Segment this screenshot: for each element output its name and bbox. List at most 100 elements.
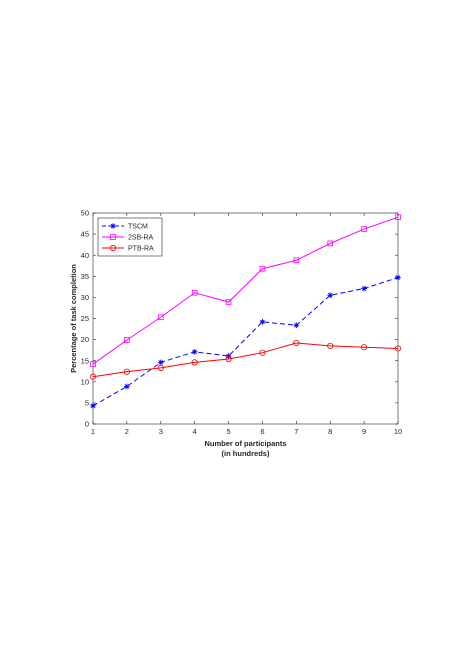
data-point-ptb-ra <box>394 345 402 352</box>
circle-marker-shape <box>225 355 232 363</box>
data-point-tscm <box>327 292 334 299</box>
y-tick-label: 0 <box>85 420 89 429</box>
square-marker-shape <box>225 299 232 305</box>
x-tick-label: 6 <box>260 427 264 436</box>
asterisk-stroke <box>90 403 96 409</box>
data-point-ptb-ra <box>361 344 368 351</box>
y-axis: 0 5 10 15 20 25 30 35 40 45 50 <box>81 209 398 429</box>
square-marker-shape <box>191 289 198 296</box>
data-point-tscm <box>157 359 164 366</box>
data-point-2sb-ra <box>157 314 164 321</box>
legend-label: PTB-RA <box>128 246 154 253</box>
asterisk-stroke <box>158 360 164 365</box>
y-tick-label: 10 <box>81 377 89 386</box>
circle-marker-shape <box>259 349 266 356</box>
asterisk-stroke <box>110 223 116 229</box>
y-tick-label: 30 <box>81 293 89 302</box>
data-point-ptb-ra <box>327 342 334 350</box>
asterisk-stroke <box>327 292 333 298</box>
data-point-ptb-ra <box>191 359 198 366</box>
x-tick-label: 9 <box>362 427 366 436</box>
legend-marker <box>110 223 116 229</box>
asterisk-stroke <box>260 319 265 325</box>
data-point-tscm <box>124 383 130 390</box>
x-tick-label: 4 <box>193 427 197 436</box>
data-point-tscm <box>90 403 96 409</box>
square-marker-shape <box>395 214 401 221</box>
x-axis-subtitle: (in hundreds) <box>222 449 270 458</box>
data-point-ptb-ra <box>259 349 266 356</box>
circle-marker-shape <box>327 342 334 350</box>
data-point-tscm <box>361 285 367 292</box>
y-tick-label: 5 <box>85 399 89 408</box>
y-tick-label: 25 <box>81 314 89 323</box>
legend: TSCM 2SB-RA PTB-RA <box>97 217 163 257</box>
asterisk-stroke <box>124 384 130 389</box>
data-point-tscm <box>395 274 401 281</box>
data-point-ptb-ra <box>123 368 130 375</box>
data-point-ptb-ra <box>157 364 164 371</box>
legend-marker <box>109 244 117 252</box>
series-ptb-ra <box>89 339 402 380</box>
series-layer <box>89 214 402 409</box>
asterisk-stroke <box>192 349 197 355</box>
square-marker-shape <box>110 234 116 240</box>
series-line-tscm <box>92 277 399 407</box>
square-marker-shape <box>124 337 130 343</box>
square-marker-shape <box>361 226 367 232</box>
x-axis-title: Number of participants <box>204 439 286 448</box>
x-axis: 1 2 3 4 5 6 7 8 9 10 <box>91 213 402 436</box>
x-tick-label: 10 <box>394 427 402 436</box>
x-tick-label: 1 <box>91 427 95 436</box>
data-point-tscm <box>293 322 300 329</box>
series-line-2sb-ra <box>92 216 399 365</box>
asterisk-stroke <box>395 275 401 280</box>
data-point-2sb-ra <box>395 214 401 221</box>
data-point-tscm <box>259 319 266 325</box>
series-2sb-ra <box>90 214 401 367</box>
y-tick-label: 35 <box>81 272 89 281</box>
circle-marker-shape <box>293 339 300 347</box>
y-axis-title: Percentage of task completion <box>69 264 78 373</box>
data-point-ptb-ra <box>293 339 300 347</box>
circle-marker-shape <box>361 344 368 351</box>
circle-marker-shape <box>123 368 130 375</box>
square-marker-shape <box>327 240 334 247</box>
data-point-tscm <box>191 349 198 355</box>
x-tick-label: 5 <box>226 427 230 436</box>
data-point-2sb-ra <box>293 257 300 264</box>
data-point-2sb-ra <box>90 361 96 367</box>
x-tick-label: 8 <box>328 427 332 436</box>
y-tick-label: 15 <box>81 356 89 365</box>
legend-entry-2sb-ra: 2SB-RA <box>102 234 154 242</box>
circle-marker-shape <box>191 359 198 366</box>
square-marker-shape <box>157 314 164 321</box>
data-point-2sb-ra <box>191 289 198 296</box>
asterisk-stroke <box>294 322 299 328</box>
circle-marker-shape <box>89 373 97 380</box>
y-tick-label: 45 <box>81 230 89 239</box>
square-marker-shape <box>90 361 96 367</box>
data-point-2sb-ra <box>327 240 334 247</box>
y-tick-label: 20 <box>81 335 89 344</box>
legend-label: 2SB-RA <box>128 235 154 242</box>
legend-label: TSCM <box>128 224 148 231</box>
data-point-2sb-ra <box>361 226 367 232</box>
circle-marker-shape <box>157 364 164 371</box>
x-tick-label: 7 <box>294 427 298 436</box>
data-point-ptb-ra <box>89 373 97 380</box>
data-point-2sb-ra <box>225 299 232 305</box>
legend-entry-ptb-ra: PTB-RA <box>102 244 154 253</box>
data-point-2sb-ra <box>259 265 266 272</box>
circle-marker-shape <box>394 345 402 352</box>
series-line-ptb-ra <box>92 342 399 378</box>
x-tick-label: 2 <box>125 427 129 436</box>
data-point-ptb-ra <box>225 355 232 363</box>
legend-marker <box>110 234 116 240</box>
legend-entry-tscm: TSCM <box>102 223 148 231</box>
y-tick-label: 50 <box>81 209 89 218</box>
x-tick-label: 3 <box>159 427 163 436</box>
square-marker-shape <box>259 265 266 272</box>
asterisk-stroke <box>361 286 367 291</box>
